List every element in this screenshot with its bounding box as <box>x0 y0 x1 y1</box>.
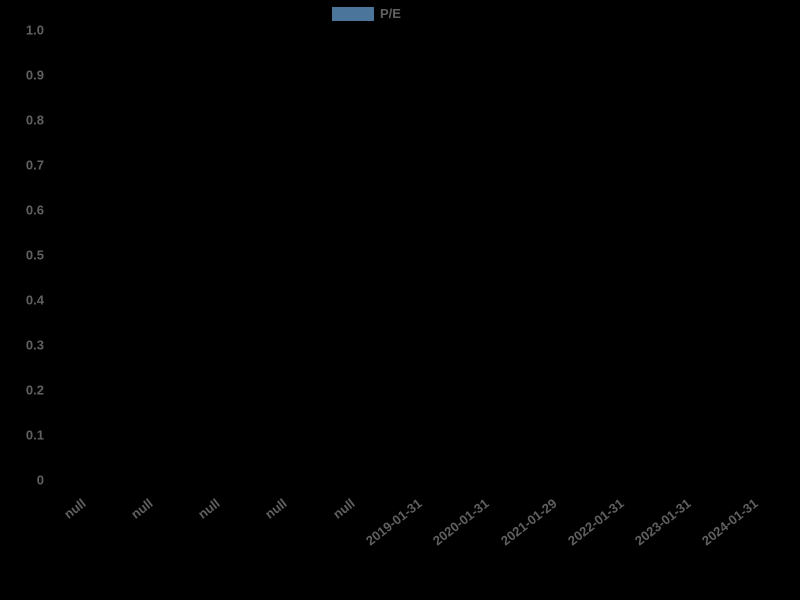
legend-label: P/E <box>380 6 401 21</box>
y-tick-label: 0 <box>4 473 44 488</box>
plot-area <box>50 30 790 480</box>
chart-container: P/E 00.10.20.30.40.50.60.70.80.91.0 null… <box>0 0 800 600</box>
y-tick-label: 0.3 <box>4 338 44 353</box>
y-tick-label: 0.9 <box>4 68 44 83</box>
legend-swatch <box>332 7 374 21</box>
y-tick-label: 0.2 <box>4 383 44 398</box>
legend: P/E <box>332 6 401 21</box>
y-tick-label: 0.8 <box>4 113 44 128</box>
y-tick-label: 1.0 <box>4 23 44 38</box>
y-tick-label: 0.1 <box>4 428 44 443</box>
y-tick-label: 0.6 <box>4 203 44 218</box>
y-tick-label: 0.4 <box>4 293 44 308</box>
y-tick-label: 0.7 <box>4 158 44 173</box>
y-tick-label: 0.5 <box>4 248 44 263</box>
